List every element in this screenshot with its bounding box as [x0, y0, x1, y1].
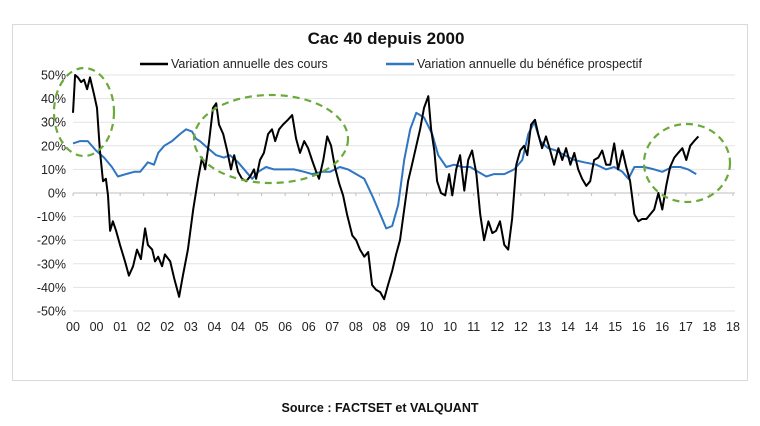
x-tick-label: 10	[443, 320, 457, 334]
x-tick-label: 08	[349, 320, 363, 334]
y-tick-label: -30%	[37, 257, 66, 271]
series-line-cours	[72, 74, 700, 301]
x-tick-label: 18	[726, 320, 740, 334]
y-tick-label: -40%	[37, 281, 66, 295]
annotation-ellipse-2005	[192, 93, 350, 185]
x-tick-label: 02	[137, 320, 151, 334]
x-tick-label: 12	[490, 320, 504, 334]
y-tick-label: -50%	[37, 305, 66, 319]
x-tick-label: 16	[632, 320, 646, 334]
annotation-ellipse-2000	[52, 66, 116, 158]
y-tick-label: 20%	[41, 139, 66, 153]
x-tick-label: 07	[325, 320, 339, 334]
series-line-benefice	[72, 111, 697, 230]
y-tick-label: 0%	[48, 187, 66, 201]
legend-label-cours: Variation annuelle des cours	[171, 57, 328, 71]
x-tick-label: 10	[420, 320, 434, 334]
y-tick-label: 50%	[41, 69, 66, 83]
y-tick-label: -10%	[37, 210, 66, 224]
source-caption: Source : FACTSET et VALQUANT	[281, 401, 479, 415]
x-tick-label: 09	[396, 320, 410, 334]
y-tick-label: 40%	[41, 92, 66, 106]
x-tick-label: 05	[255, 320, 269, 334]
x-tick-label: 08	[372, 320, 386, 334]
chart-title: Cac 40 depuis 2000	[308, 29, 465, 48]
x-tick-label: 00	[90, 320, 104, 334]
legend-label-benefice: Variation annuelle du bénéfice prospecti…	[417, 57, 642, 71]
annotation-ellipse-2017	[642, 122, 732, 204]
x-tick-label: 06	[278, 320, 292, 334]
x-tick-label: 13	[537, 320, 551, 334]
x-tick-label: 04	[207, 320, 221, 334]
x-tick-label: 16	[655, 320, 669, 334]
x-tick-label: 04	[231, 320, 245, 334]
x-tick-label: 06	[302, 320, 316, 334]
x-tick-label: 18	[702, 320, 716, 334]
x-tick-label: 15	[608, 320, 622, 334]
x-tick-label: 11	[467, 320, 480, 334]
x-tick-label: 17	[679, 320, 693, 334]
x-tick-label: 00	[66, 320, 80, 334]
y-tick-label: 30%	[41, 116, 66, 130]
y-tick-label: 10%	[41, 163, 66, 177]
legend: Variation annuelle des cours Variation a…	[140, 57, 642, 71]
chart-frame	[12, 24, 748, 381]
x-tick-label: 14	[585, 320, 599, 334]
y-tick-label: -20%	[37, 234, 66, 248]
x-tick-label: 03	[184, 320, 198, 334]
x-tick-label: 12	[514, 320, 528, 334]
x-tick-label: 02	[160, 320, 174, 334]
x-tick-label: 01	[113, 320, 127, 334]
x-tick-label: 14	[561, 320, 575, 334]
